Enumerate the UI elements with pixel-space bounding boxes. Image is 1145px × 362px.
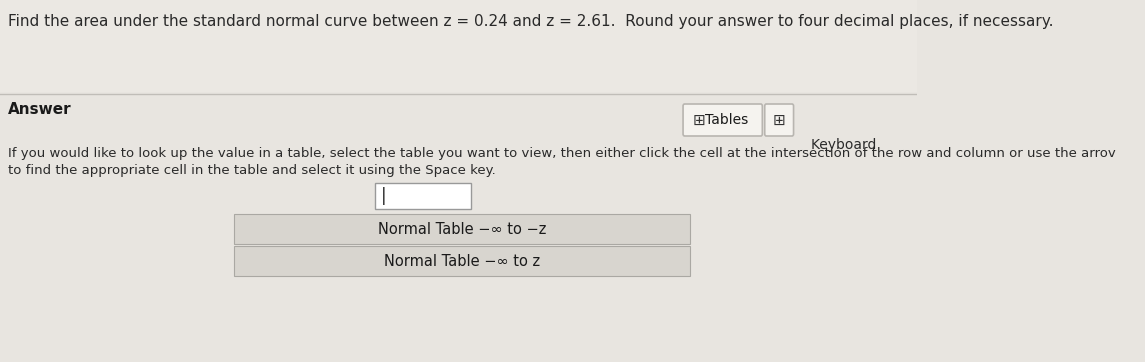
- Text: Answer: Answer: [8, 102, 72, 117]
- FancyBboxPatch shape: [374, 183, 471, 209]
- Text: Normal Table −∞ to z: Normal Table −∞ to z: [384, 253, 540, 269]
- Text: ⊞: ⊞: [693, 113, 705, 127]
- FancyBboxPatch shape: [684, 104, 763, 136]
- Text: Normal Table −∞ to −z: Normal Table −∞ to −z: [378, 222, 546, 236]
- FancyBboxPatch shape: [234, 246, 690, 276]
- FancyBboxPatch shape: [234, 214, 690, 244]
- Text: Find the area under the standard normal curve between z = 0.24 and z = 2.61.  Ro: Find the area under the standard normal …: [8, 14, 1053, 29]
- Text: If you would like to look up the value in a table, select the table you want to : If you would like to look up the value i…: [8, 147, 1115, 160]
- FancyBboxPatch shape: [0, 94, 917, 362]
- Text: |: |: [381, 187, 387, 205]
- Text: to find the appropriate cell in the table and select it using the Space key.: to find the appropriate cell in the tabl…: [8, 164, 496, 177]
- Text: ⊞: ⊞: [773, 113, 785, 127]
- FancyBboxPatch shape: [0, 0, 917, 17]
- FancyBboxPatch shape: [765, 104, 793, 136]
- FancyBboxPatch shape: [0, 0, 917, 92]
- Text: Keyboard: Keyboard: [811, 138, 881, 152]
- Text: Tables: Tables: [705, 113, 749, 127]
